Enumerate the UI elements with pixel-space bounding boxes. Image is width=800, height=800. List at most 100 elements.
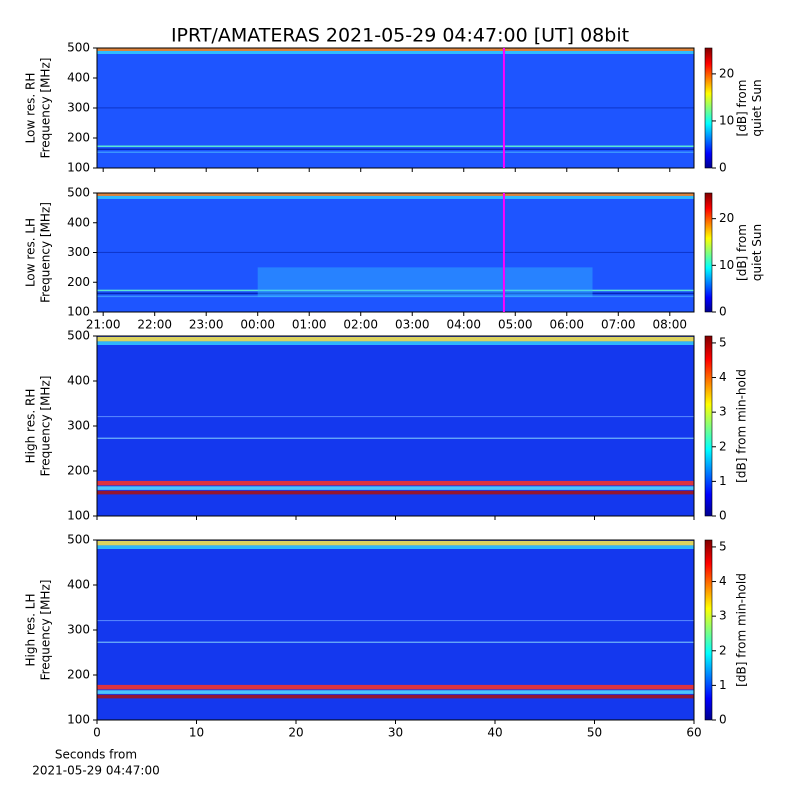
spectral-band bbox=[97, 684, 694, 690]
y-tick-label: 400 bbox=[67, 71, 90, 85]
spectral-band bbox=[97, 148, 694, 150]
colorbar-label: [dB] from min-hold bbox=[735, 369, 749, 483]
y-tick-label: 200 bbox=[67, 131, 90, 145]
y-tick-label: 100 bbox=[67, 305, 90, 319]
colorbar-tick-label: 5 bbox=[719, 335, 727, 349]
spectral-band bbox=[97, 416, 694, 418]
spectral-band bbox=[97, 486, 694, 490]
y-axis-label: Frequency [MHz] bbox=[39, 580, 53, 681]
y-tick-label: 500 bbox=[67, 41, 90, 55]
spectral-band bbox=[97, 641, 694, 643]
y-tick-label: 100 bbox=[67, 713, 90, 727]
colorbar-tick-label: 4 bbox=[719, 370, 727, 384]
colorbar-tick-label: 3 bbox=[719, 405, 727, 419]
colorbar-label: quiet Sun bbox=[750, 79, 764, 136]
y-tick-label: 400 bbox=[67, 578, 90, 592]
colorbar-tick-label: 4 bbox=[719, 574, 727, 588]
y-axis-label: Frequency [MHz] bbox=[39, 58, 53, 159]
spectral-band bbox=[97, 480, 694, 486]
colorbar-tick-label: 3 bbox=[719, 609, 727, 623]
x-axis-label: Seconds from bbox=[55, 748, 137, 762]
spectral-band bbox=[97, 51, 694, 54]
x-tick-label: 21:00 bbox=[86, 318, 121, 332]
colorbar-tick-label: 2 bbox=[719, 643, 727, 657]
colorbar-tick-label: 0 bbox=[719, 713, 727, 727]
y-axis-label: Frequency [MHz] bbox=[39, 376, 53, 477]
y-tick-label: 300 bbox=[67, 245, 90, 259]
colorbar-tick-label: 0 bbox=[719, 161, 727, 175]
spectral-band bbox=[97, 107, 694, 109]
colorbar-label: quiet Sun bbox=[750, 224, 764, 281]
y-tick-label: 400 bbox=[67, 374, 90, 388]
spectral-band bbox=[97, 620, 694, 622]
x-tick-label: 50 bbox=[587, 726, 602, 740]
spectral-band bbox=[257, 267, 593, 298]
colorbar-label: [dB] from bbox=[735, 80, 749, 137]
x-tick-label: 30 bbox=[388, 726, 403, 740]
y-axis-label: Frequency [MHz] bbox=[39, 202, 53, 303]
y-tick-label: 500 bbox=[67, 329, 90, 343]
spectral-band bbox=[97, 48, 694, 51]
x-tick-label: 06:00 bbox=[549, 318, 584, 332]
x-tick-label: 22:00 bbox=[137, 318, 172, 332]
y-tick-label: 300 bbox=[67, 101, 90, 115]
colorbar-tick-label: 10 bbox=[719, 258, 734, 272]
spectral-band bbox=[97, 694, 694, 699]
x-tick-label: 23:00 bbox=[189, 318, 224, 332]
spectral-band bbox=[97, 540, 694, 546]
spectral-band bbox=[97, 341, 694, 345]
colorbar-label: [dB] from bbox=[735, 224, 749, 281]
colorbar-tick-label: 1 bbox=[719, 678, 727, 692]
x-tick-label: 10 bbox=[189, 726, 204, 740]
colorbar-tick-label: 5 bbox=[719, 539, 727, 553]
y-tick-label: 500 bbox=[67, 186, 90, 200]
y-tick-label: 200 bbox=[67, 275, 90, 289]
colorbar-tick-label: 20 bbox=[719, 66, 734, 80]
y-tick-label: 200 bbox=[67, 668, 90, 682]
colorbar-label: [dB] from min-hold bbox=[735, 573, 749, 687]
colorbar-tick-label: 0 bbox=[719, 509, 727, 523]
spectral-band bbox=[97, 289, 694, 292]
x-tick-label: 00:00 bbox=[240, 318, 275, 332]
spectral-band bbox=[97, 145, 694, 147]
colorbar-tick-label: 10 bbox=[719, 113, 734, 127]
chart-title: IPRT/AMATERAS 2021-05-29 04:47:00 [UT] 0… bbox=[171, 25, 629, 47]
colorbar bbox=[704, 47, 713, 169]
x-tick-label: 03:00 bbox=[395, 318, 430, 332]
spectral-band bbox=[97, 490, 694, 495]
spectral-band bbox=[97, 193, 694, 196]
colorbar-tick-label: 0 bbox=[719, 305, 727, 319]
colorbar bbox=[704, 335, 713, 517]
y-axis-label: High res. LH bbox=[24, 593, 38, 666]
y-tick-label: 300 bbox=[67, 623, 90, 637]
spectrogram bbox=[97, 540, 694, 720]
x-tick-label: 07:00 bbox=[601, 318, 636, 332]
spectral-band bbox=[97, 437, 694, 439]
spectral-band bbox=[97, 690, 694, 694]
spectral-band bbox=[97, 336, 694, 342]
x-tick-label: 0 bbox=[93, 726, 101, 740]
x-tick-label: 60 bbox=[686, 726, 701, 740]
colorbar-tick-label: 2 bbox=[719, 439, 727, 453]
y-tick-label: 500 bbox=[67, 533, 90, 547]
spectral-band bbox=[97, 295, 694, 298]
spectral-band bbox=[97, 545, 694, 549]
x-tick-label: 02:00 bbox=[343, 318, 378, 332]
x-axis-label: 2021-05-29 04:47:00 bbox=[32, 764, 159, 778]
spectral-band bbox=[97, 251, 694, 253]
y-tick-label: 400 bbox=[67, 215, 90, 229]
y-axis-label: High res. RH bbox=[24, 389, 38, 464]
colorbar bbox=[704, 539, 713, 721]
spectral-band bbox=[97, 195, 694, 199]
spectral-band bbox=[97, 151, 694, 153]
colorbar-tick-label: 20 bbox=[719, 211, 734, 225]
spectrogram bbox=[97, 336, 694, 516]
y-tick-label: 300 bbox=[67, 419, 90, 433]
y-axis-label: Low res. LH bbox=[24, 218, 38, 287]
x-tick-label: 04:00 bbox=[446, 318, 481, 332]
y-tick-label: 100 bbox=[67, 161, 90, 175]
x-tick-label: 20 bbox=[288, 726, 303, 740]
x-tick-label: 01:00 bbox=[292, 318, 327, 332]
colorbar-tick-label: 1 bbox=[719, 474, 727, 488]
